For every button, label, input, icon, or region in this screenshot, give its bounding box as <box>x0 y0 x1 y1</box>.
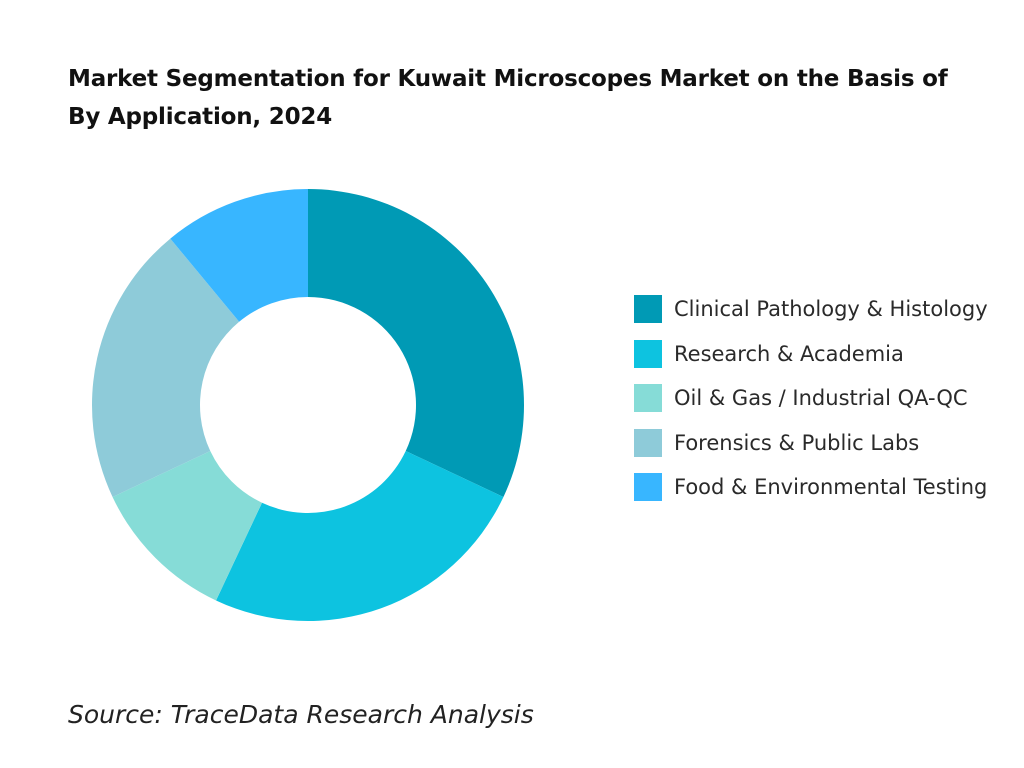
source-note: Source: TraceData Research Analysis <box>68 700 534 729</box>
legend-label: Clinical Pathology & Histology <box>674 297 988 322</box>
legend-item-clinical-pathology-histology: Clinical Pathology & Histology <box>634 287 1024 332</box>
slice-clinical-pathology-histology <box>308 189 524 497</box>
chart-legend: Clinical Pathology & Histology Research &… <box>634 287 1024 510</box>
legend-swatch <box>634 473 662 502</box>
slice-forensics-public-labs <box>91 238 240 497</box>
legend-label: Food & Environmental Testing <box>674 475 988 500</box>
legend-swatch <box>634 339 662 368</box>
legend-swatch <box>634 384 662 413</box>
legend-item-oil-gas-industrial-qa-qc: Oil & Gas / Industrial QA-QC <box>634 376 1024 421</box>
slice-oil-gas-industrial-qa-qc <box>112 450 263 601</box>
slice-research-academia <box>216 450 504 621</box>
legend-swatch <box>634 428 662 457</box>
legend-item-research-academia: Research & Academia <box>634 332 1024 377</box>
legend-swatch <box>634 295 662 324</box>
legend-item-food-environmental-testing: Food & Environmental Testing <box>634 465 1024 510</box>
donut-slices <box>91 189 524 621</box>
legend-label: Oil & Gas / Industrial QA-QC <box>674 386 968 411</box>
legend-label: Forensics & Public Labs <box>674 430 920 455</box>
legend-label: Research & Academia <box>674 341 904 366</box>
slice-food-environmental-testing <box>170 189 308 322</box>
legend-item-forensics-public-labs: Forensics & Public Labs <box>634 421 1024 466</box>
chart-title: Market Segmentation for Kuwait Microscop… <box>68 66 948 130</box>
